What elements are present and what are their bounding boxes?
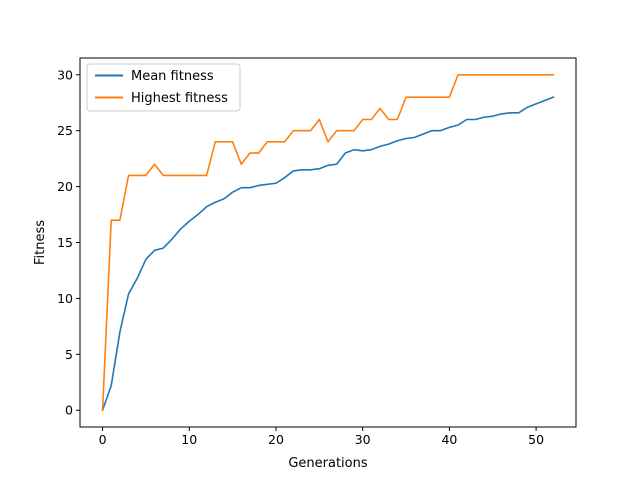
legend-label-highest-fitness: Highest fitness (131, 91, 228, 106)
y-axis-label: Fitness (33, 220, 48, 265)
x-tick-label: 30 (355, 432, 371, 447)
y-tick-label: 10 (57, 291, 73, 306)
y-tick-label: 30 (57, 67, 73, 82)
x-tick-label: 20 (268, 432, 284, 447)
y-tick-label: 0 (65, 403, 73, 418)
x-axis-label: Generations (288, 456, 368, 471)
y-axis: 0 5 10 15 20 25 30 (57, 67, 80, 418)
x-tick-label: 50 (528, 432, 544, 447)
legend: Mean fitness Highest fitness (86, 63, 241, 112)
series-layer (101, 73, 555, 412)
legend-label-mean-fitness: Mean fitness (131, 69, 214, 84)
x-axis: 0 10 20 30 40 50 (99, 427, 544, 447)
x-tick-label: 40 (441, 432, 457, 447)
x-tick-label: 0 (99, 432, 107, 447)
series-line-highest-fitness (101, 73, 555, 412)
y-tick-label: 15 (57, 235, 73, 250)
legend-box (86, 63, 241, 112)
series-line-mean-fitness (101, 96, 555, 412)
y-tick-label: 5 (65, 347, 73, 362)
x-tick-label: 10 (181, 432, 197, 447)
y-tick-label: 25 (57, 123, 73, 138)
y-tick-label: 20 (57, 179, 73, 194)
